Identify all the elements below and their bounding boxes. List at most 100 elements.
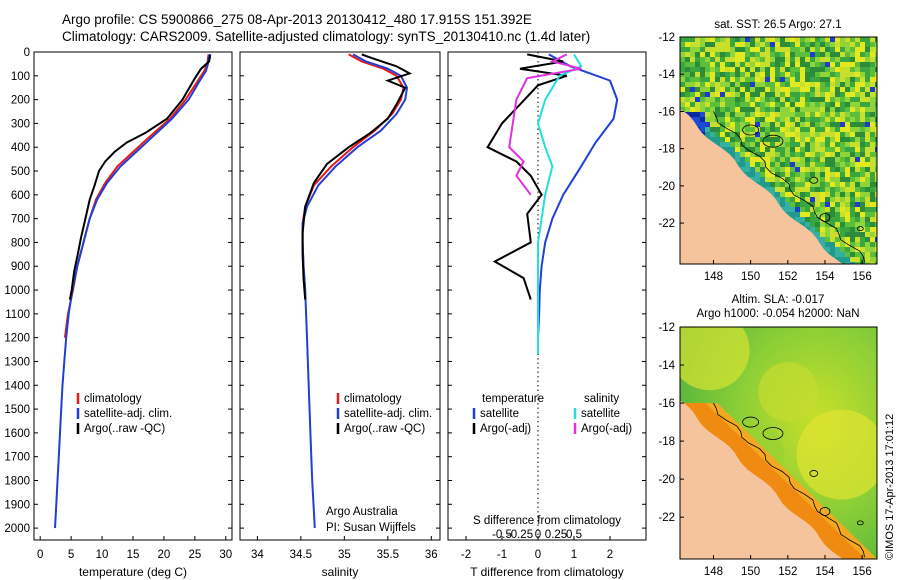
sst-cell bbox=[840, 77, 846, 83]
sst-cell bbox=[820, 157, 826, 163]
sst-cell bbox=[865, 97, 871, 103]
sst-cell bbox=[795, 172, 801, 178]
sst-cell bbox=[875, 42, 877, 48]
sst-cell bbox=[705, 122, 711, 128]
sst-cell bbox=[735, 102, 741, 108]
sst-cell bbox=[700, 97, 706, 103]
sst-cell bbox=[775, 192, 781, 198]
sst-cell bbox=[715, 52, 721, 58]
sst-cell bbox=[860, 162, 866, 168]
sst-cell bbox=[765, 67, 771, 73]
sst-cell bbox=[825, 242, 831, 248]
sst-cell bbox=[810, 172, 816, 178]
sst-cell bbox=[865, 37, 871, 43]
sst-cell bbox=[730, 127, 736, 133]
sst-cell bbox=[775, 127, 781, 133]
sst-cell bbox=[795, 157, 801, 163]
sst-cell bbox=[765, 72, 771, 78]
sst-cell bbox=[805, 162, 811, 168]
legend-entry: satellite bbox=[480, 408, 519, 420]
sst-cell bbox=[820, 47, 826, 53]
sst-cell bbox=[875, 232, 877, 238]
sst-cell bbox=[860, 172, 866, 178]
sst-cell bbox=[815, 232, 821, 238]
land bbox=[680, 109, 843, 264]
sst-cell bbox=[850, 247, 856, 253]
sst-cell bbox=[755, 162, 761, 168]
sst-cell bbox=[730, 57, 736, 63]
series-line-1 bbox=[54, 54, 211, 529]
sst-cell bbox=[695, 57, 701, 63]
sst-cell bbox=[690, 77, 696, 83]
sst-cell bbox=[805, 177, 811, 183]
x-tick-label: 148 bbox=[704, 271, 723, 283]
sst-cell bbox=[785, 132, 791, 138]
sst-cell bbox=[810, 102, 816, 108]
sst-cell bbox=[850, 97, 856, 103]
sst-cell bbox=[795, 117, 801, 123]
sst-cell bbox=[720, 72, 726, 78]
sst-cell bbox=[855, 237, 861, 243]
sst-cell bbox=[855, 222, 861, 228]
reef-outline bbox=[809, 176, 819, 184]
sst-cell bbox=[770, 92, 776, 98]
reef-outline bbox=[809, 470, 819, 477]
sst-cell bbox=[800, 152, 806, 158]
sst-cell bbox=[715, 137, 721, 143]
sst-cell bbox=[775, 147, 781, 153]
sst-cell bbox=[795, 72, 801, 78]
sst-cell bbox=[770, 97, 776, 103]
sst-cell bbox=[745, 122, 751, 128]
sst-cell bbox=[840, 127, 846, 133]
sst-cell bbox=[850, 132, 856, 138]
sst-cell bbox=[825, 157, 831, 163]
sst-cell bbox=[820, 232, 826, 238]
sst-cell bbox=[830, 177, 836, 183]
sst-cell bbox=[795, 167, 801, 173]
sst-cell bbox=[845, 97, 851, 103]
sst-cell bbox=[765, 47, 771, 53]
sst-cell bbox=[795, 77, 801, 83]
y-tick-label: 900 bbox=[11, 261, 30, 273]
sst-cell bbox=[740, 167, 746, 173]
sst-cell bbox=[870, 152, 876, 158]
sst-cell bbox=[745, 157, 751, 163]
sst-cell bbox=[800, 212, 806, 218]
sst-cell bbox=[770, 117, 776, 123]
sst-cell bbox=[850, 257, 856, 263]
sst-cell bbox=[850, 177, 856, 183]
sst-cell bbox=[810, 132, 816, 138]
sst-cell bbox=[775, 167, 781, 173]
sst-cell bbox=[855, 142, 861, 148]
sst-cell bbox=[840, 157, 846, 163]
sst-cell bbox=[740, 112, 746, 118]
sst-cell bbox=[790, 127, 796, 133]
sst-cell bbox=[855, 252, 861, 258]
sst-cell bbox=[725, 87, 731, 93]
sst-cell bbox=[825, 227, 831, 233]
sst-cell bbox=[870, 222, 876, 228]
sst-cell bbox=[705, 112, 711, 118]
sst-cell bbox=[825, 62, 831, 68]
sst-cell bbox=[720, 112, 726, 118]
sst-cell bbox=[755, 37, 761, 43]
sst-cell bbox=[855, 127, 861, 133]
sst-cell bbox=[710, 87, 716, 93]
sla-blob bbox=[680, 327, 750, 391]
sst-cell bbox=[785, 202, 791, 208]
sst-cell bbox=[725, 92, 731, 98]
sst-cell bbox=[695, 47, 701, 53]
sst-cell bbox=[755, 132, 761, 138]
sst-cell bbox=[790, 162, 796, 168]
sst-cell bbox=[720, 142, 726, 148]
sst-cell bbox=[730, 137, 736, 143]
land bbox=[680, 401, 843, 559]
sst-cell bbox=[760, 52, 766, 58]
sst-cell bbox=[860, 82, 866, 88]
sst-cell bbox=[760, 147, 766, 153]
sst-cell bbox=[865, 192, 871, 198]
sst-cell bbox=[825, 207, 831, 213]
sst-cell bbox=[830, 127, 836, 133]
sst-cell bbox=[740, 117, 746, 123]
sst-cell bbox=[750, 162, 756, 168]
